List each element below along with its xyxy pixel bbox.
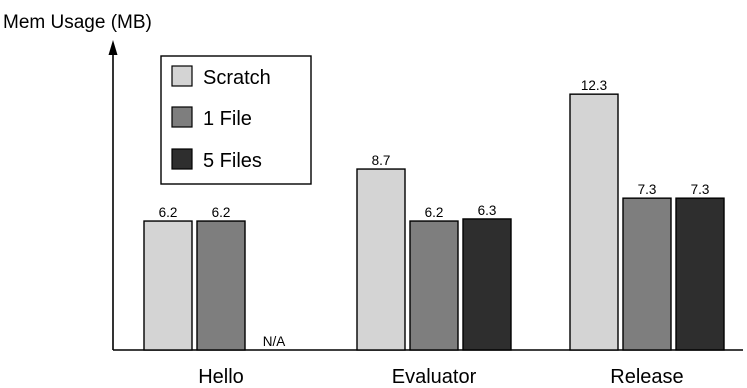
category-label-evaluator: Evaluator xyxy=(392,366,477,388)
bar-release-scratch xyxy=(569,93,619,351)
legend-label-5-files: 5 Files xyxy=(203,150,262,172)
category-label-hello: Hello xyxy=(198,366,244,388)
legend-label-1-file: 1 File xyxy=(203,108,252,130)
category-labels-layer: Hello Evaluator Release xyxy=(198,366,683,388)
legend-swatch-1-file xyxy=(171,106,193,128)
bar-release-5-files xyxy=(675,197,725,351)
value-label-hello-1-file: 6.2 xyxy=(212,205,231,220)
value-label-hello-scratch: 6.2 xyxy=(159,205,178,220)
bar-hello-1-file xyxy=(196,220,246,351)
value-label-evaluator-5-files: 6.3 xyxy=(478,203,497,218)
legend: Scratch 1 File 5 Files xyxy=(160,55,312,185)
bar-hello-scratch xyxy=(143,220,193,351)
bars-layer xyxy=(143,93,725,351)
legend-swatch-5-files xyxy=(171,148,193,170)
legend-swatch-scratch xyxy=(171,65,193,87)
value-label-evaluator-1-file: 6.2 xyxy=(425,205,444,220)
value-labels-layer: 6.2 6.2 N/A 8.7 6.2 6.3 12.3 7.3 7.3 xyxy=(159,78,710,349)
value-label-release-scratch: 12.3 xyxy=(581,78,607,93)
value-label-release-5-files: 7.3 xyxy=(691,182,710,197)
value-label-hello-5-files: N/A xyxy=(263,334,286,349)
bar-evaluator-5-files xyxy=(462,218,512,351)
bar-evaluator-1-file xyxy=(409,220,459,351)
value-label-release-1-file: 7.3 xyxy=(638,182,657,197)
bar-evaluator-scratch xyxy=(356,168,406,351)
value-label-evaluator-scratch: 8.7 xyxy=(372,153,391,168)
category-label-release: Release xyxy=(610,366,683,388)
legend-label-scratch: Scratch xyxy=(203,67,271,89)
y-axis-arrow-icon xyxy=(108,40,118,55)
bar-release-1-file xyxy=(622,197,672,351)
y-axis-label: Mem Usage (MB) xyxy=(3,12,152,33)
